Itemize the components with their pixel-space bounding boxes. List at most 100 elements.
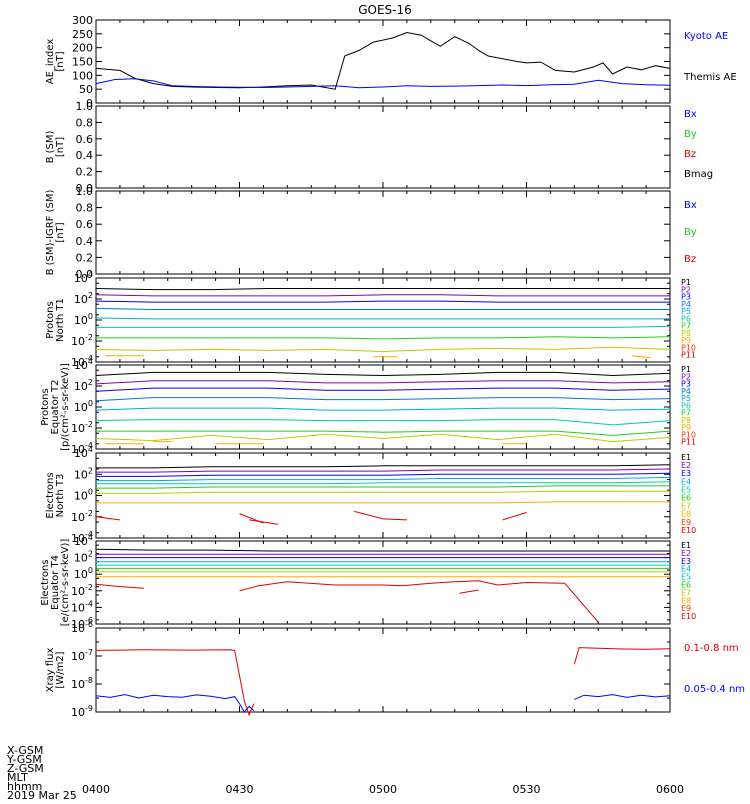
electrons_t4-legend-e9: E9 <box>681 604 691 613</box>
footer-label-mlt: MLT <box>7 771 28 784</box>
protons_t2-legend-p9: P9 <box>681 423 691 432</box>
protons_t1-series-p1 <box>95 288 670 291</box>
footer-label-date: 2019 Mar 25 <box>7 789 77 802</box>
protons_t1-series-p5 <box>95 317 670 320</box>
electrons_t4-ytick-label: 10-2 <box>71 583 93 598</box>
electrons_t4-segment-0 <box>95 583 120 588</box>
electrons_t4-series-e1 <box>95 548 670 552</box>
protons_t2-series-p4 <box>95 397 671 402</box>
protons_t2-legend-p6: P6 <box>681 401 691 410</box>
electrons_t4-legend-e8: E8 <box>681 596 691 605</box>
ae-ytick-label: 300 <box>72 14 93 27</box>
ae-frame <box>95 19 671 104</box>
electrons_t3-legend-e2: E2 <box>681 461 691 470</box>
protons_t2-series-p3 <box>95 387 671 392</box>
electrons_t3-legend-e1: E1 <box>681 453 691 462</box>
protons_t2-ytick-label: 10-2 <box>71 420 93 435</box>
protons_t1-series-p2 <box>95 294 670 297</box>
b_sm-ylabel: B (SM) <box>45 130 56 163</box>
b_sm-legend-bmag: Bmag <box>684 169 713 180</box>
electrons_t3-segment-3 <box>354 510 384 520</box>
protons_t2-ytick-label: 104 <box>74 357 93 372</box>
protons_t2-ytick-label: 102 <box>74 378 93 393</box>
b_igrf-ytick-label: 0.4 <box>76 235 94 248</box>
footer-label-y-gsm: Y-GSM <box>7 753 42 766</box>
protons_t2-legend-p5: P5 <box>681 394 691 403</box>
time-tick-label: 0430 <box>226 783 254 796</box>
ae-ylabel: [nT] <box>55 51 66 71</box>
protons_t2-legend-p2: P2 <box>681 372 691 381</box>
electrons_t3-ytick-label: 10-4 <box>71 530 93 545</box>
b_sm-ytick-label: 0.4 <box>76 149 94 162</box>
electrons_t4-legend-e5: E5 <box>681 573 691 582</box>
protons_t2-series-p5 <box>95 407 671 411</box>
electrons_t3-legend-e10: E10 <box>681 526 696 535</box>
b_sm-ytick-label: 0.6 <box>76 133 94 146</box>
ae-ylabel: AE_index <box>45 39 56 85</box>
protons_t1-legend-p7: P7 <box>681 322 691 331</box>
electrons_t3-legend-e4: E4 <box>681 477 691 486</box>
xray-frame <box>95 627 671 713</box>
electrons_t4-ylabel: Equator T4 <box>50 555 61 610</box>
electrons_t4-ytick-label: 104 <box>74 533 93 548</box>
electrons_t4-segment-1 <box>119 586 144 589</box>
protons_t2-legend-p8: P8 <box>681 416 691 425</box>
electrons_t3-segment-2 <box>249 519 278 525</box>
electrons_t4-legend-e3: E3 <box>681 557 691 566</box>
xray-ytick-label: 10-7 <box>71 648 93 663</box>
b_igrf-ytick-label: 0.6 <box>76 218 94 231</box>
electrons_t4-legend-e4: E4 <box>681 565 691 574</box>
protons_t2-ylabel: [p/(cm²-s-sr-keV)] <box>60 363 71 451</box>
b_igrf-ylabel: [nT] <box>55 222 66 242</box>
protons_t2-series-p2 <box>95 380 671 385</box>
b_igrf-ytick-label: 0.2 <box>76 251 94 264</box>
protons_t2-series-p1 <box>95 371 671 377</box>
ae-series-themis-ae <box>95 31 671 90</box>
electrons_t3-series-e3 <box>96 472 671 477</box>
protons_t1-series-p7 <box>96 336 671 340</box>
electrons_t4-legend-e7: E7 <box>681 588 691 597</box>
electrons_t4-segment-2 <box>239 580 565 592</box>
protons_t2-series-p6 <box>95 419 671 426</box>
protons_t2-legend-p1: P1 <box>681 365 691 374</box>
b_igrf-ylabel: B (SM)-IGRF (SM) <box>45 190 56 276</box>
xray-ylabel: [W/m2] <box>55 651 66 688</box>
xray-ytick-label: 10-8 <box>71 676 93 691</box>
b_sm-ytick-label: 0.2 <box>76 166 94 179</box>
protons_t1-ylabel: North T1 <box>55 298 66 342</box>
b_sm-legend-bz: Bz <box>684 149 696 160</box>
protons_t1-legend-p4: P4 <box>681 300 691 309</box>
protons_t1-ytick-label: 10-2 <box>71 333 93 348</box>
protons_t2-series-p7 <box>96 430 671 436</box>
protons_t1-legend-p8: P8 <box>681 329 691 338</box>
xray-ytick-label: 10-6 <box>71 620 93 635</box>
protons_t1-legend-p5: P5 <box>681 307 691 316</box>
electrons_t3-ylabel: Electrons <box>45 472 56 518</box>
ae-ytick-label: 250 <box>72 28 93 41</box>
xray-ytick-label: 10-9 <box>71 704 93 719</box>
ae-ytick-label: 100 <box>72 69 93 82</box>
electrons_t4-frame <box>95 540 671 625</box>
protons_t1-series-p6 <box>96 325 671 328</box>
electrons_t3-segment-4 <box>382 518 407 521</box>
electrons_t4-ytick-label: 102 <box>74 550 93 565</box>
footer-label-x-gsm: X-GSM <box>7 744 44 757</box>
electrons_t3-legend-e9: E9 <box>681 518 691 527</box>
electrons_t3-legend-e6: E6 <box>681 494 691 503</box>
b_igrf-frame <box>95 190 671 275</box>
time-tick-label: 0400 <box>82 783 110 796</box>
electrons_t3-series-e2 <box>96 468 671 473</box>
protons_t2-legend-p11: P11 <box>681 438 696 447</box>
protons_t1-series-p8 <box>95 346 671 353</box>
xray-legend-0-1-0-8-nm: 0.1-0.8 nm <box>684 643 739 654</box>
electrons_t4-legend-e1: E1 <box>681 541 691 550</box>
b_sm-ylabel: [nT] <box>55 137 66 157</box>
protons_t2-ytick-label: 100 <box>74 399 93 414</box>
electrons_t4-legend-e2: E2 <box>681 549 691 558</box>
b_sm-legend-by: By <box>684 129 697 140</box>
protons_t2-series-p8 <box>95 433 671 443</box>
protons_t2-frame <box>95 364 671 450</box>
protons_t1-series-p4 <box>95 307 670 310</box>
xray-series-0-1-0-8-nm <box>95 649 255 717</box>
b_sm-frame <box>95 105 671 189</box>
